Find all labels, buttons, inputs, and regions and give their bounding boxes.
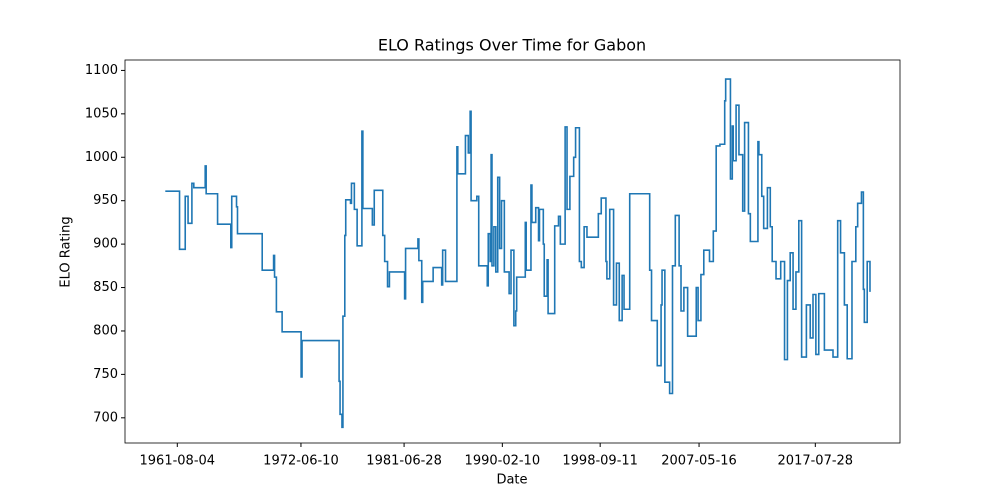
x-tick-label: 2017-07-28 <box>778 454 854 469</box>
x-tick-label: 1998-09-11 <box>562 454 638 469</box>
chart-title: ELO Ratings Over Time for Gabon <box>378 36 646 55</box>
y-tick-label: 1050 <box>85 106 118 121</box>
y-tick-label: 1000 <box>85 150 118 165</box>
x-axis-label: Date <box>496 473 527 488</box>
x-tick-label: 1990-02-10 <box>465 454 541 469</box>
plot-frame <box>124 59 901 444</box>
y-tick-label: 900 <box>93 237 118 252</box>
x-tick-label: 2007-05-16 <box>661 454 737 469</box>
x-tick-label: 1972-06-10 <box>263 454 339 469</box>
y-tick-label: 750 <box>93 367 118 382</box>
y-tick-label: 1100 <box>85 63 118 78</box>
x-tick-label: 1961-08-04 <box>140 454 216 469</box>
y-axis-label: ELO Rating <box>59 216 74 287</box>
y-tick-label: 800 <box>93 323 118 338</box>
x-tick-label: 1981-06-28 <box>366 454 442 469</box>
y-tick-label: 950 <box>93 193 118 208</box>
data-line <box>165 78 871 429</box>
y-tick-label: 700 <box>93 410 118 425</box>
y-tick-label: 850 <box>93 280 118 295</box>
